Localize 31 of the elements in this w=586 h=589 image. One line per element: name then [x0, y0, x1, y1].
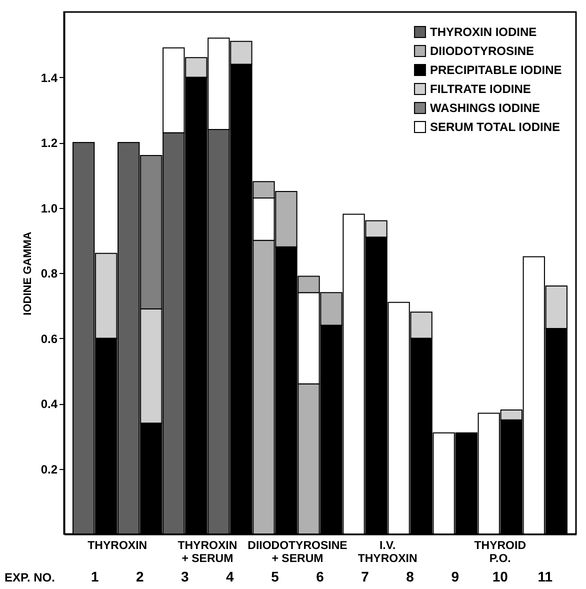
- y-tick-label: 0.4: [40, 397, 58, 411]
- x-tick-label: 4: [226, 568, 234, 584]
- legend-label: PRECIPITABLE IODINE: [430, 63, 562, 77]
- x-tick-label: 9: [451, 568, 460, 584]
- legend-label: DIIODOTYROSINE: [430, 44, 534, 58]
- x-tick-label: 3: [181, 568, 190, 584]
- x-axis-title: EXP. NO.: [4, 570, 55, 584]
- x-tick-label: 5: [271, 568, 280, 584]
- text: DIIODOTYROSINE + SERUM: [248, 540, 348, 565]
- legend-label: WASHINGS IODINE: [430, 101, 540, 115]
- x-tick-label: 1: [90, 568, 99, 584]
- x-tick-label: 10: [492, 568, 508, 584]
- y-axis-title: IODINE GAMMA: [22, 232, 34, 316]
- y-tick-label: 0.6: [40, 332, 58, 346]
- y-tick-label: 0.8: [40, 266, 58, 280]
- x-tick-label: 11: [538, 568, 553, 584]
- text: I.V. THYROXIN: [358, 540, 418, 565]
- legend-label: THYROXIN IODINE: [430, 25, 537, 39]
- y-tick-label: 1.4: [40, 70, 58, 85]
- y-tick-label: 1.2: [40, 136, 58, 150]
- legend-label: FILTRATE IODINE: [430, 82, 531, 96]
- legend-label: SERUM TOTAL IODINE: [430, 120, 560, 134]
- x-tick-label: 7: [361, 568, 370, 584]
- x-tick-label: 6: [316, 568, 324, 584]
- text: THYROID P.O.: [474, 540, 526, 565]
- y-tick-label: 0.2: [40, 462, 58, 476]
- y-tick-label: 1.0: [40, 201, 58, 216]
- x-tick-label: 2: [136, 568, 144, 584]
- text: THYROXIN: [88, 540, 148, 552]
- text: THYROXIN + SERUM: [178, 540, 238, 565]
- x-tick-label: 8: [406, 568, 414, 584]
